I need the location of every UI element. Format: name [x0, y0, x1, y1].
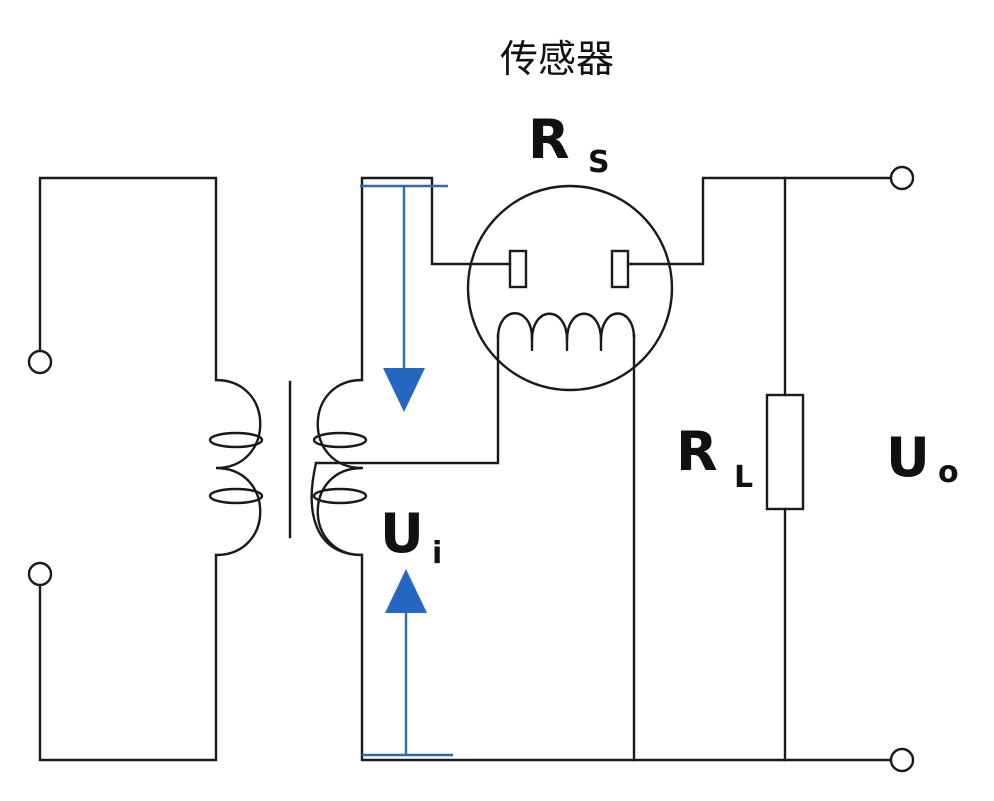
- primary-top-wire: [38, 176, 218, 382]
- sensor-heater-coil-icon: [496, 312, 636, 342]
- sensor-title: 传感器: [500, 37, 614, 81]
- sensor-envelope: [466, 184, 674, 392]
- secondary-circuit: [314, 176, 904, 762]
- sensor-electrode-left: [508, 249, 528, 289]
- input-terminal-bottom: [27, 561, 53, 587]
- output-terminal-top: [889, 165, 915, 191]
- secondary-coil-icon: [310, 378, 368, 557]
- ui-subscript: i: [432, 536, 442, 571]
- primary-bottom-wire: [38, 553, 218, 762]
- rs-label: R: [528, 108, 570, 171]
- secondary-top-wire: [360, 176, 512, 382]
- uo-label: U: [886, 426, 930, 489]
- center-tap-wire: [314, 333, 500, 465]
- sensor-rs: [466, 176, 892, 392]
- rl-label: R: [676, 420, 718, 483]
- input-terminal-top: [27, 349, 53, 375]
- rs-subscript: S: [588, 145, 610, 180]
- ui-voltage-indicator: [360, 184, 453, 757]
- primary-coil-icon: [208, 378, 264, 557]
- output-terminal-bottom: [889, 747, 915, 773]
- sensor-output-wire: [626, 176, 892, 266]
- ui-up-arrow-icon: [385, 569, 427, 613]
- ui-down-arrow-icon: [383, 368, 425, 412]
- sensor-electrode-right: [610, 249, 630, 289]
- primary-circuit: [27, 176, 264, 762]
- secondary-bottom-wire: [360, 553, 904, 762]
- ui-label: U: [380, 502, 424, 565]
- load-and-output: [765, 165, 915, 773]
- load-resistor-rl: [765, 393, 805, 511]
- rl-subscript: L: [734, 460, 753, 495]
- uo-subscript: o: [938, 455, 959, 490]
